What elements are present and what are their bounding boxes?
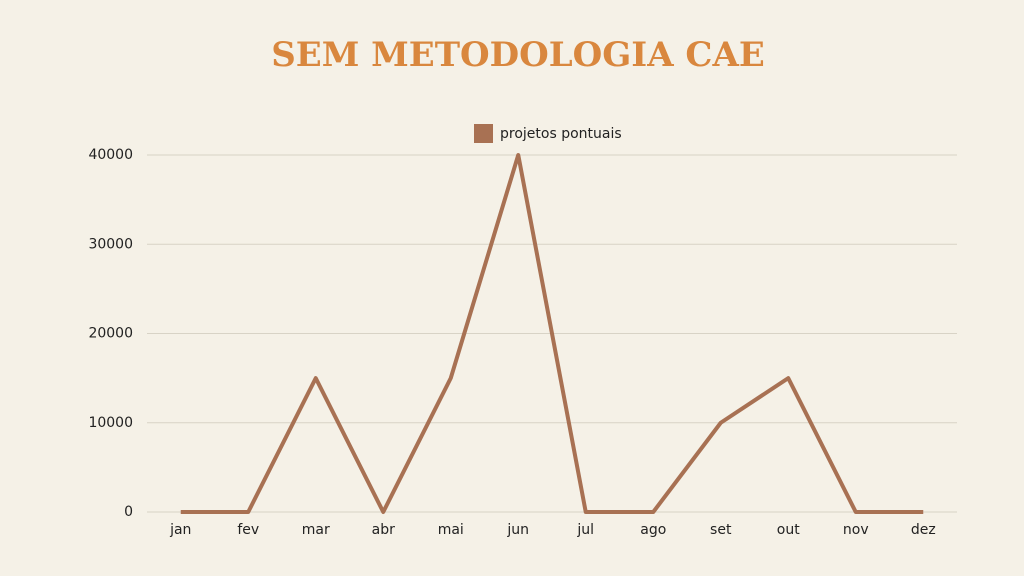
line — [180, 153, 924, 514]
x-tick-label: mai — [438, 522, 464, 538]
y-tick-label: 40000 — [88, 147, 133, 163]
x-tick-label: dez — [911, 522, 936, 538]
x-tick-label: nov — [843, 522, 869, 538]
x-tick-label: set — [710, 522, 732, 538]
y-tick-label: 10000 — [88, 415, 133, 431]
x-tick-label: out — [777, 522, 800, 538]
x-tick-label: jul — [576, 522, 594, 538]
x-tick-label: ago — [640, 522, 666, 538]
legend-label: projetos pontuais — [500, 126, 622, 142]
chart-title: SEM METODOLOGIA CAE — [271, 35, 765, 75]
legend-swatch — [474, 124, 493, 143]
y-tick-label: 0 — [124, 504, 133, 520]
x-tick-label: mar — [302, 522, 330, 538]
x-tick-label: fev — [237, 522, 259, 538]
y-tick-label: 30000 — [88, 236, 133, 252]
y-tick-label: 20000 — [88, 326, 133, 342]
x-tick-label: jan — [169, 522, 191, 538]
x-tick-label: jun — [506, 522, 529, 538]
x-tick-label: abr — [372, 522, 395, 538]
